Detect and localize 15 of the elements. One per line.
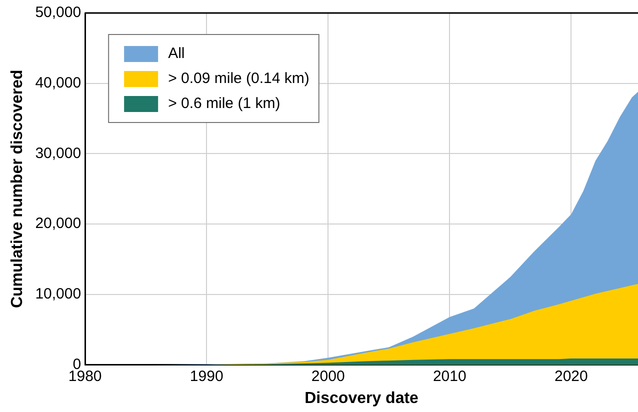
y-axis-title: Cumulative number discovered — [9, 70, 26, 308]
legend-label: > 0.09 mile (0.14 km) — [168, 70, 310, 88]
x-tick-label: 1980 — [68, 368, 102, 385]
legend-label: > 0.6 mile (1 km) — [168, 95, 280, 112]
x-tick-label: 2020 — [554, 368, 588, 385]
x-tick-label: 2000 — [311, 368, 345, 385]
x-tick-label: 2010 — [432, 368, 466, 385]
y-tick-label: 20,000 — [35, 215, 82, 232]
y-tick-label: 50,000 — [35, 4, 82, 22]
x-tick-label: 1990 — [190, 368, 224, 385]
y-tick-label: 30,000 — [35, 144, 82, 162]
y-tick-label: 40,000 — [35, 74, 82, 92]
x-axis-title: Discovery date — [304, 390, 419, 407]
y-tick-label: 10,000 — [35, 286, 82, 303]
legend-label: All — [168, 45, 185, 62]
